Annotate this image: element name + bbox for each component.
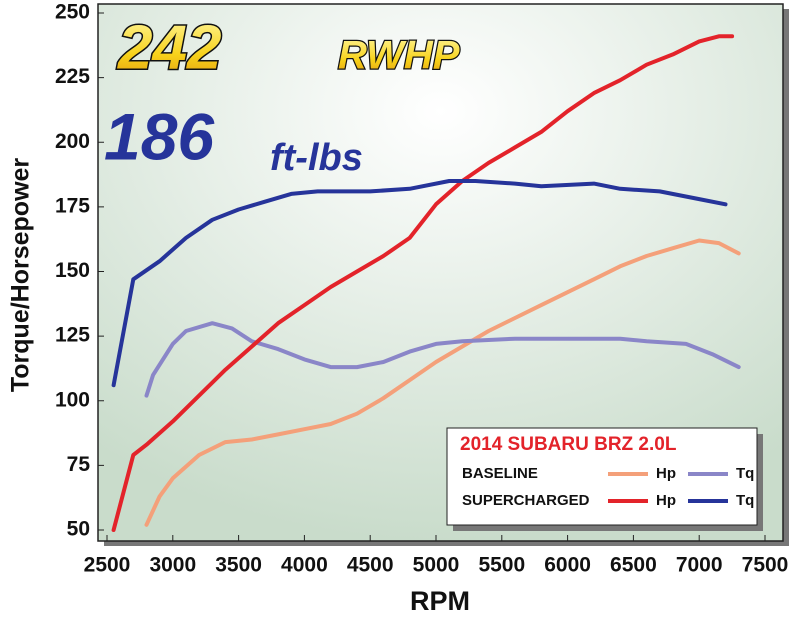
- x-tick-label: 4000: [281, 554, 328, 577]
- y-tick-label: 175: [55, 194, 90, 217]
- legend: [446, 427, 758, 526]
- x-tick-label: 5000: [413, 554, 460, 577]
- x-tick-label: 5500: [478, 554, 525, 577]
- y-tick-label: 225: [55, 65, 90, 88]
- y-tick-label: 100: [55, 388, 90, 411]
- series-line: [144, 321, 741, 398]
- legend-group: BASELINE: [462, 465, 538, 482]
- legend-label: Hp: [656, 465, 676, 482]
- x-tick-label: 6500: [610, 554, 657, 577]
- y-tick-label: 150: [55, 259, 90, 282]
- series-line: [111, 34, 735, 532]
- legend-label: Hp: [656, 492, 676, 509]
- legend-label: Tq: [736, 492, 754, 509]
- y-tick-label: 50: [67, 518, 90, 541]
- hp-headline: 242: [117, 13, 221, 82]
- x-axis-title: RPM: [410, 586, 470, 616]
- y-axis-title: Torque/Horsepower: [7, 158, 35, 393]
- tq-headline: 186: [104, 99, 215, 173]
- y-tick-label: 250: [55, 1, 90, 24]
- legend-title: 2014 SUBARU BRZ 2.0L: [460, 434, 677, 455]
- x-tick-label: 6000: [544, 554, 591, 577]
- legend-group: SUPERCHARGED: [462, 492, 590, 509]
- y-tick-label: 200: [55, 130, 90, 153]
- y-tick-label: 125: [55, 324, 90, 347]
- y-tick-label: 75: [67, 453, 91, 476]
- hp-unit: RWHP: [338, 34, 460, 78]
- x-tick-label: 4500: [347, 554, 394, 577]
- series-line: [111, 179, 728, 388]
- series-line: [144, 238, 741, 527]
- x-tick-label: 3500: [215, 554, 262, 577]
- x-tick-label: 7500: [742, 554, 789, 577]
- x-tick-label: 3000: [149, 554, 196, 577]
- x-tick-label: 7000: [676, 554, 723, 577]
- tq-unit: ft-lbs: [270, 137, 363, 179]
- x-tick-label: 2500: [84, 554, 131, 577]
- legend-label: Tq: [736, 465, 754, 482]
